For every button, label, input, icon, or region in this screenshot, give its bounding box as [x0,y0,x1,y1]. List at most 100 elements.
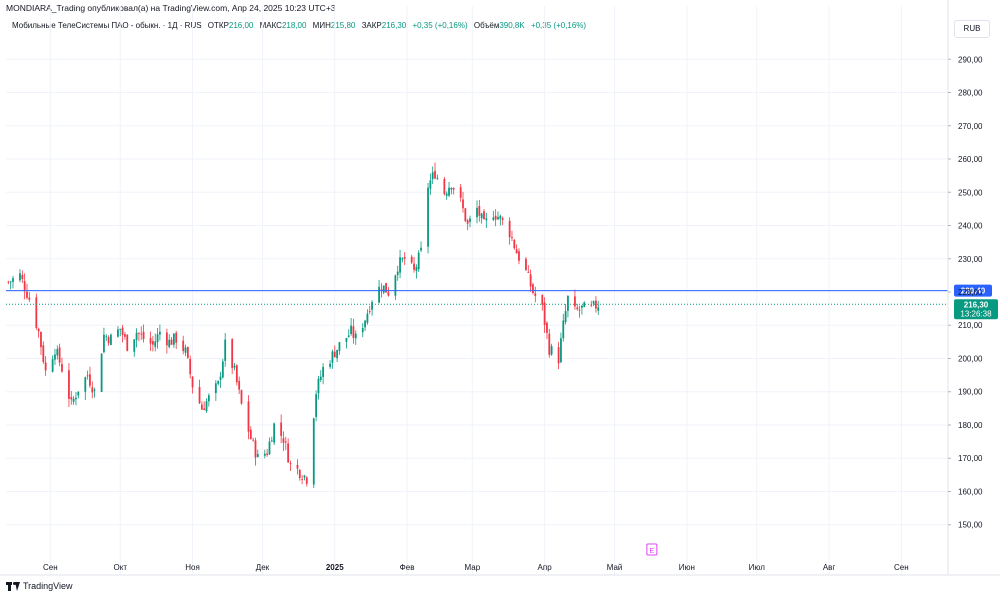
candle-body [396,271,399,276]
candle-body [40,332,42,348]
candle-body [298,469,301,479]
candle-body [214,383,217,394]
close-value: 216,30 [381,21,407,30]
candle-body [338,342,341,351]
candle-body [541,295,544,305]
candle-body [165,332,168,346]
y-tick-label: 210,00 [958,321,983,330]
earnings-marker-label: E [650,548,655,555]
candle-body [119,328,122,330]
candle-body [254,440,257,458]
candle-body [420,247,422,251]
candle-body [9,281,12,283]
candle-body [200,404,203,410]
candle-body [217,381,220,384]
candle-body [235,365,238,383]
last-price-tag [954,299,998,320]
candle-body [515,249,518,254]
candle-body [312,418,315,485]
x-tick-label: Авг [823,563,836,572]
candle-body [91,387,94,393]
candle-body [26,291,28,298]
candle-body [103,334,105,353]
candle-body [478,206,481,216]
candle-body [333,351,336,358]
y-tick-label: 230,00 [958,255,983,264]
candle-body [280,422,283,436]
candle-body [518,251,520,261]
y-tick-label: 220,00 [958,288,983,297]
candle-body [564,311,567,323]
candle-body [462,199,464,209]
candle-body [70,397,73,400]
candle-body [483,211,485,220]
candle-body [121,327,124,335]
candle-body [427,187,429,247]
x-tick-label: Май [607,563,623,572]
horizontal-level-label: 220,40 [961,287,986,296]
y-tick-label: 180,00 [958,421,983,430]
candle-body [592,301,595,304]
candle-body [394,275,397,296]
candle-body [380,289,383,291]
candle-body [434,170,436,179]
candle-body [198,387,201,404]
candle-body [182,340,185,352]
candle-body [296,464,299,469]
candle-body [89,374,91,386]
candle-body [574,296,576,307]
candle-body [219,376,222,380]
candle-body [203,408,206,410]
candle-body [371,302,373,310]
candle-body [56,349,59,356]
candle-body [529,274,532,287]
candle-body [156,334,159,343]
candle-body [485,218,488,221]
candle-body [189,358,192,375]
candle-body [231,339,234,369]
candle-body [37,328,40,332]
candle-body [207,395,210,402]
candle-body [273,423,276,443]
candle-body [417,252,420,270]
candle-body [499,215,502,219]
y-tick-label: 240,00 [958,222,983,231]
x-tick-label: Сен [43,563,58,572]
currency-button[interactable]: RUB [954,20,990,38]
candle-body [240,390,243,404]
countdown-label: 13:26:38 [960,309,992,318]
x-tick-label: Ноя [185,563,200,572]
candle-body [399,257,401,273]
candle-body [436,177,439,179]
x-tick-label: Июл [749,563,766,572]
candle-body [168,339,171,348]
candle-body [7,281,10,283]
candle-body [403,256,406,259]
y-tick-label: 280,00 [958,89,983,98]
candle-body [256,454,259,457]
symbol-name[interactable]: Мобильные ТелеСистемы ПАО - обыкн. · 1Д … [12,21,202,30]
horizontal-level-tag [954,284,992,297]
candle-body [19,273,21,281]
candle-body [492,217,495,220]
candle-body [75,397,77,400]
price-axis: 150,00 160,00 170,00 180,00 190,00 200,00 210,… [947,0,983,575]
candle-body [364,320,366,328]
candle-body [562,320,565,339]
candle-body [266,453,269,456]
candle-body [429,180,432,189]
candle-body [385,283,387,293]
candle-body [142,331,145,340]
candle-body [124,334,126,337]
candle-body [413,263,415,270]
y-tick-label: 160,00 [958,487,983,496]
high-label: МАКС [259,21,282,30]
candle-body [401,258,404,260]
candle-body [35,297,38,328]
tradingview-logo[interactable]: TradingView [6,581,73,591]
y-tick-label: 150,00 [958,521,983,530]
candle-body [527,272,530,273]
last-price-label: 216,30 [964,300,989,309]
candle-body [77,391,80,396]
